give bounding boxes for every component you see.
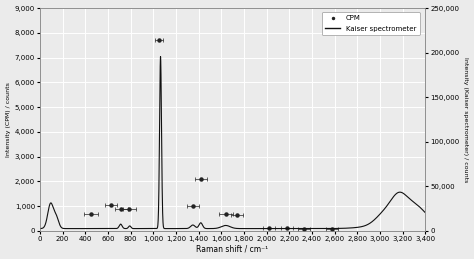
Y-axis label: Intensity (Kaiser spectrometer) / counts: Intensity (Kaiser spectrometer) / counts: [464, 57, 468, 182]
Legend: CPM, Kaiser spectrometer: CPM, Kaiser spectrometer: [322, 12, 420, 35]
Y-axis label: Intensity (CPM) / counts: Intensity (CPM) / counts: [6, 82, 10, 157]
X-axis label: Raman shift / cm⁻¹: Raman shift / cm⁻¹: [196, 244, 269, 254]
